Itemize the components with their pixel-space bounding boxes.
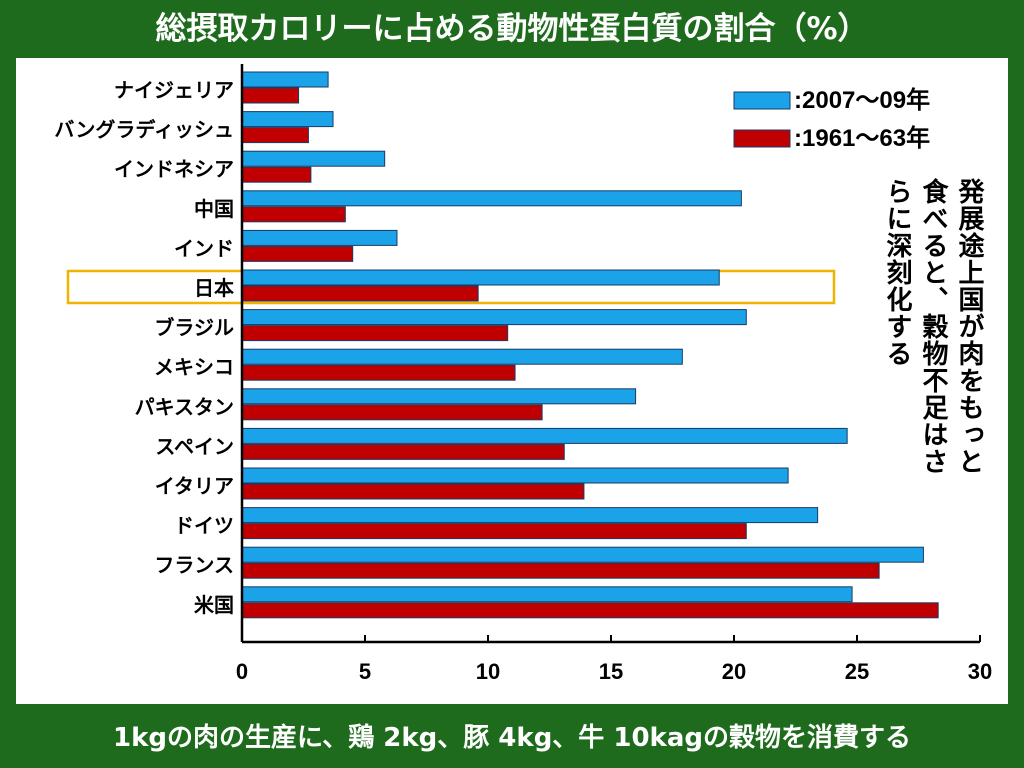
x-tick-label: 15 [599,659,623,684]
x-tick-label: 25 [845,659,869,684]
x-tick-label: 5 [359,659,371,684]
bar-2007-09 [241,507,819,524]
x-tick-label: 10 [476,659,500,684]
bar-2007-09 [241,586,853,603]
annotation-line-2: 食べると、穀物不足はさ [918,178,948,475]
slide-footer: 1kgの肉の生産に、鶏 2kg、豚 4kg、牛 10kagの穀物を消費する [113,723,911,753]
category-label: ナイジェリア [114,78,234,102]
bar-2007-09 [241,229,398,246]
bar-2007-09 [241,309,747,326]
annotation-line-3: らに深刻化する [882,178,912,367]
bar-2007-09 [241,269,720,286]
bar-1961-63 [241,523,747,540]
bar-2007-09 [241,71,329,88]
bar-1961-63 [241,325,509,342]
bar-chart: ナイジェリアバングラディッシュインドネシア中国インド日本ブラジルメキシコパキスタ… [54,64,992,684]
legend-swatch-2007-09 [733,91,791,110]
category-label: インド [174,236,234,260]
x-tick-label: 20 [722,659,746,684]
bar-1961-63 [241,483,585,500]
bar-2007-09 [241,111,334,128]
category-label: 米国 [194,593,234,617]
category-label: パキスタン [135,395,234,419]
chart-panel: ナイジェリアバングラディッシュインドネシア中国インド日本ブラジルメキシコパキスタ… [16,58,1008,704]
bar-1961-63 [241,127,309,144]
x-tick-label: 0 [236,659,248,684]
category-label: フランス [154,553,234,577]
bar-1961-63 [241,206,346,223]
bar-1961-63 [241,404,543,421]
category-label: スペイン [155,434,234,458]
bar-2007-09 [241,388,637,405]
x-tick-label: 30 [968,659,992,684]
bar-2007-09 [241,467,789,484]
slide-title: 総摂取カロリーに占める動物性蛋白質の割合（%） [155,11,869,47]
annotation-note: 発展途上国が肉をもっと 食べると、穀物不足はさ らに深刻化する [882,178,984,475]
bar-2007-09 [241,546,924,563]
bar-1961-63 [241,602,939,619]
legend-label-2007-09: :2007～09年 [794,86,930,114]
bar-2007-09 [241,427,848,444]
category-label: インドネシア [114,157,234,181]
bar-1961-63 [241,245,354,262]
category-label: 中国 [194,197,234,221]
category-label: メキシコ [154,355,234,379]
bar-2007-09 [241,348,683,365]
bar-2007-09 [241,150,386,167]
category-label: ドイツ [174,514,234,538]
category-label: ブラジル [154,316,234,340]
category-label: イタリア [155,474,234,498]
bar-1961-63 [241,443,565,460]
bar-1961-63 [241,285,479,302]
bar-1961-63 [241,166,312,183]
bar-1961-63 [241,364,516,381]
bar-2007-09 [241,190,742,207]
legend-swatch-1961-63 [733,129,791,148]
category-label: 日本 [194,276,234,300]
legend-label-1961-63: :1961～63年 [794,124,930,152]
annotation-line-1: 発展途上国が肉をもっと [954,178,984,475]
bar-1961-63 [241,87,300,104]
category-label: バングラディッシュ [54,118,234,142]
bar-1961-63 [241,562,880,579]
